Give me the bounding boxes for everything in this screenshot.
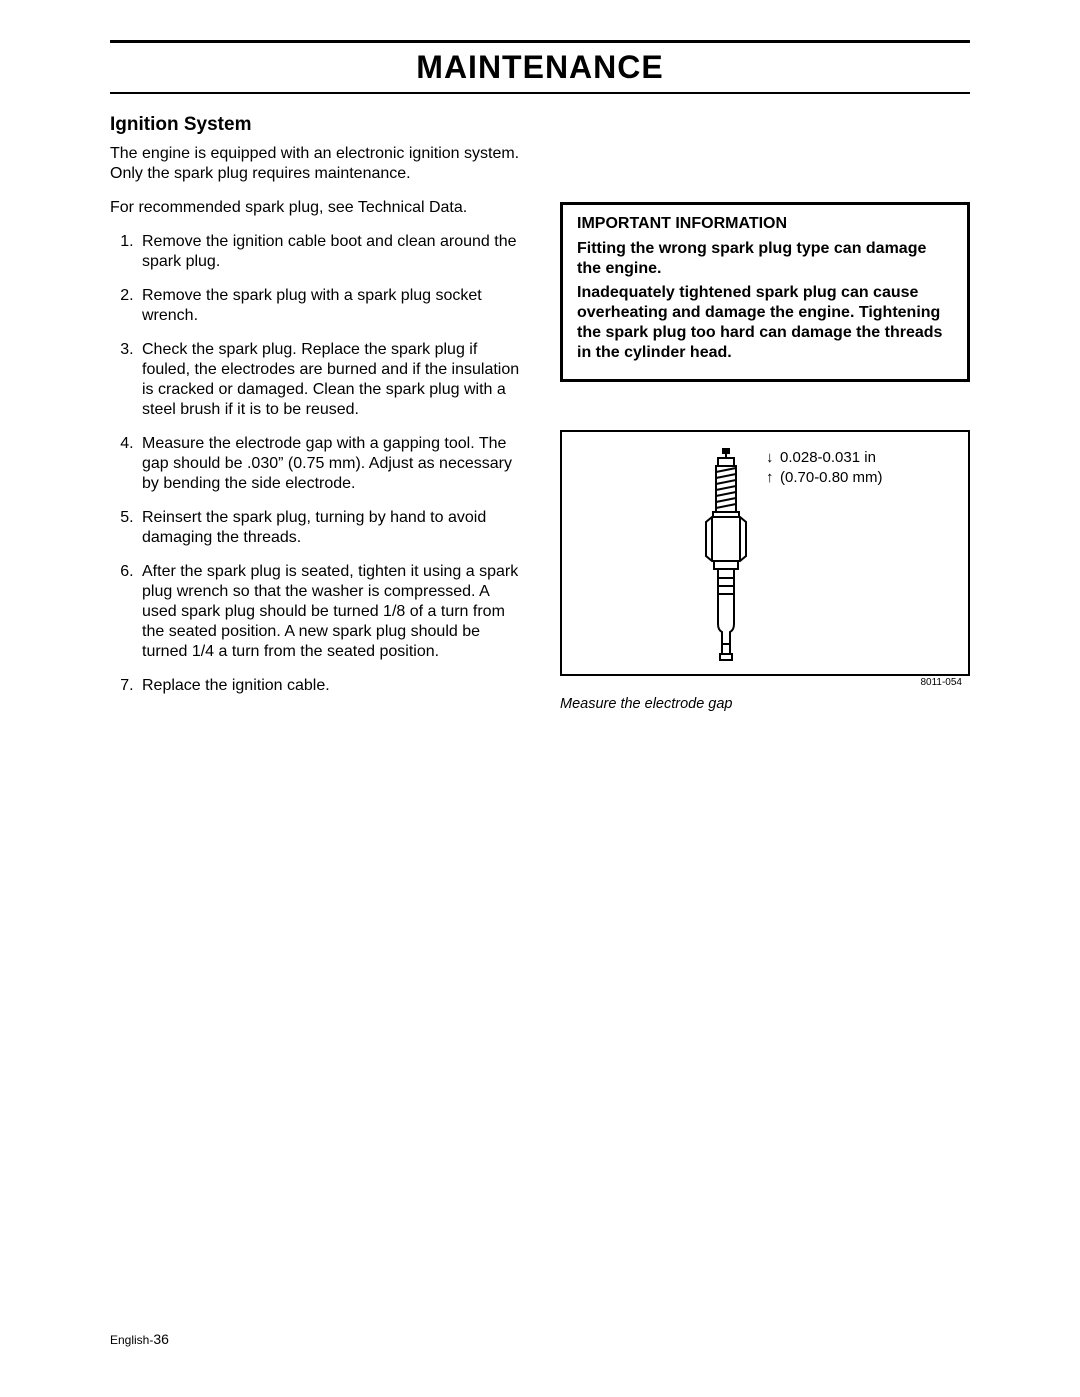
intro-paragraph-1: The engine is equipped with an electroni… [110,144,520,184]
figure-box: 0.028-0.031 in (0.70-0.80 mm) 8011-054 [560,430,970,676]
figure-reference-number: 8011-054 [920,677,962,688]
footer-language: English- [110,1333,153,1347]
notice-paragraph: Fitting the wrong spark plug type can da… [577,239,953,279]
page-title: MAINTENANCE [110,49,970,86]
top-rule [110,40,970,43]
gap-mm-label: (0.70-0.80 mm) [766,468,883,488]
step-item: Remove the spark plug with a spark plug … [138,286,520,326]
notice-title: IMPORTANT INFORMATION [577,215,953,233]
left-column: Ignition System The engine is equipped w… [110,114,520,712]
step-item: Replace the ignition cable. [138,676,520,696]
right-column: IMPORTANT INFORMATION Fitting the wrong … [560,114,970,712]
bottom-rule [110,92,970,94]
steps-list: Remove the ignition cable boot and clean… [110,232,520,696]
step-item: Measure the electrode gap with a gapping… [138,434,520,494]
section-heading: Ignition System [110,114,520,136]
gap-inches-label: 0.028-0.031 in [766,448,883,468]
step-item: Remove the ignition cable boot and clean… [138,232,520,272]
page-footer: English-36 [110,1331,169,1347]
step-item: After the spark plug is seated, tighten … [138,562,520,662]
step-item: Reinsert the spark plug, turning by hand… [138,508,520,548]
step-item: Check the spark plug. Replace the spark … [138,340,520,420]
gap-measurement-labels: 0.028-0.031 in (0.70-0.80 mm) [766,448,883,487]
intro-paragraph-2: For recommended spark plug, see Technica… [110,198,520,218]
spark-plug-icon [696,446,756,664]
figure-caption: Measure the electrode gap [560,696,970,712]
two-column-layout: Ignition System The engine is equipped w… [110,114,970,712]
important-info-box: IMPORTANT INFORMATION Fitting the wrong … [560,202,970,382]
page-content: MAINTENANCE Ignition System The engine i… [110,40,970,712]
footer-page-number: 36 [153,1331,169,1347]
notice-paragraph: Inadequately tightened spark plug can ca… [577,283,953,363]
